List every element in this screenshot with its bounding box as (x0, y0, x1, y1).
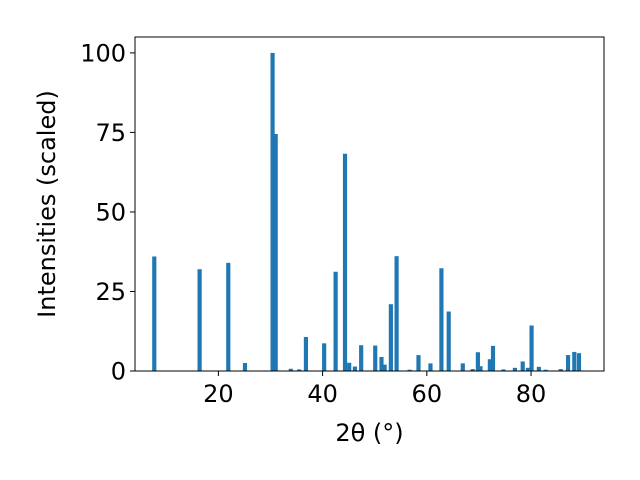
bar (446, 311, 451, 371)
bar (226, 262, 231, 371)
bar (379, 357, 384, 371)
bar (428, 363, 433, 371)
bar (416, 355, 421, 371)
bar (407, 369, 412, 371)
bar (297, 369, 302, 371)
bar (333, 271, 338, 371)
x-tick-label: 60 (412, 380, 443, 408)
bar (512, 367, 517, 371)
bar (197, 269, 202, 371)
bar (322, 343, 327, 371)
bar (439, 268, 444, 371)
bar (352, 366, 357, 371)
y-tick-label: 75 (95, 119, 126, 147)
bar (520, 361, 525, 371)
y-axis: 0 25 50 75 100 (80, 39, 135, 386)
y-tick-label: 0 (111, 358, 126, 386)
y-tick-label: 25 (95, 278, 126, 306)
bar (565, 355, 571, 371)
bar (470, 369, 475, 371)
bar (490, 345, 496, 371)
plot-area (135, 37, 604, 371)
bars-group (152, 52, 582, 372)
bar (576, 353, 582, 371)
bar (536, 366, 541, 371)
bar (478, 366, 483, 371)
bar (242, 363, 248, 371)
x-tick-label: 80 (516, 380, 547, 408)
x-axis-label: 2θ (°) (335, 419, 403, 447)
bar (388, 304, 393, 371)
bar (270, 52, 275, 372)
y-axis-label: Intensities (scaled) (33, 90, 61, 318)
bar (572, 351, 577, 371)
x-tick-label: 40 (307, 380, 338, 408)
bar (303, 336, 309, 371)
plot-frame (134, 36, 605, 372)
y-tick-label: 50 (95, 198, 126, 226)
x-axis: 20 40 60 80 (203, 371, 546, 408)
bar (347, 362, 352, 371)
bar (373, 345, 378, 371)
bar (288, 368, 293, 371)
bar (529, 325, 534, 371)
bar (501, 369, 506, 371)
bar (525, 367, 531, 371)
bar (558, 369, 563, 371)
bar (152, 256, 157, 371)
bar (359, 345, 364, 371)
bar (342, 153, 348, 371)
bar (487, 359, 492, 371)
x-tick-label: 20 (203, 380, 234, 408)
y-tick-label: 100 (80, 39, 126, 67)
bar (394, 256, 399, 371)
bar (460, 363, 465, 371)
bar (475, 352, 480, 371)
bar (543, 369, 548, 371)
bar (273, 134, 278, 371)
bar (382, 364, 387, 371)
